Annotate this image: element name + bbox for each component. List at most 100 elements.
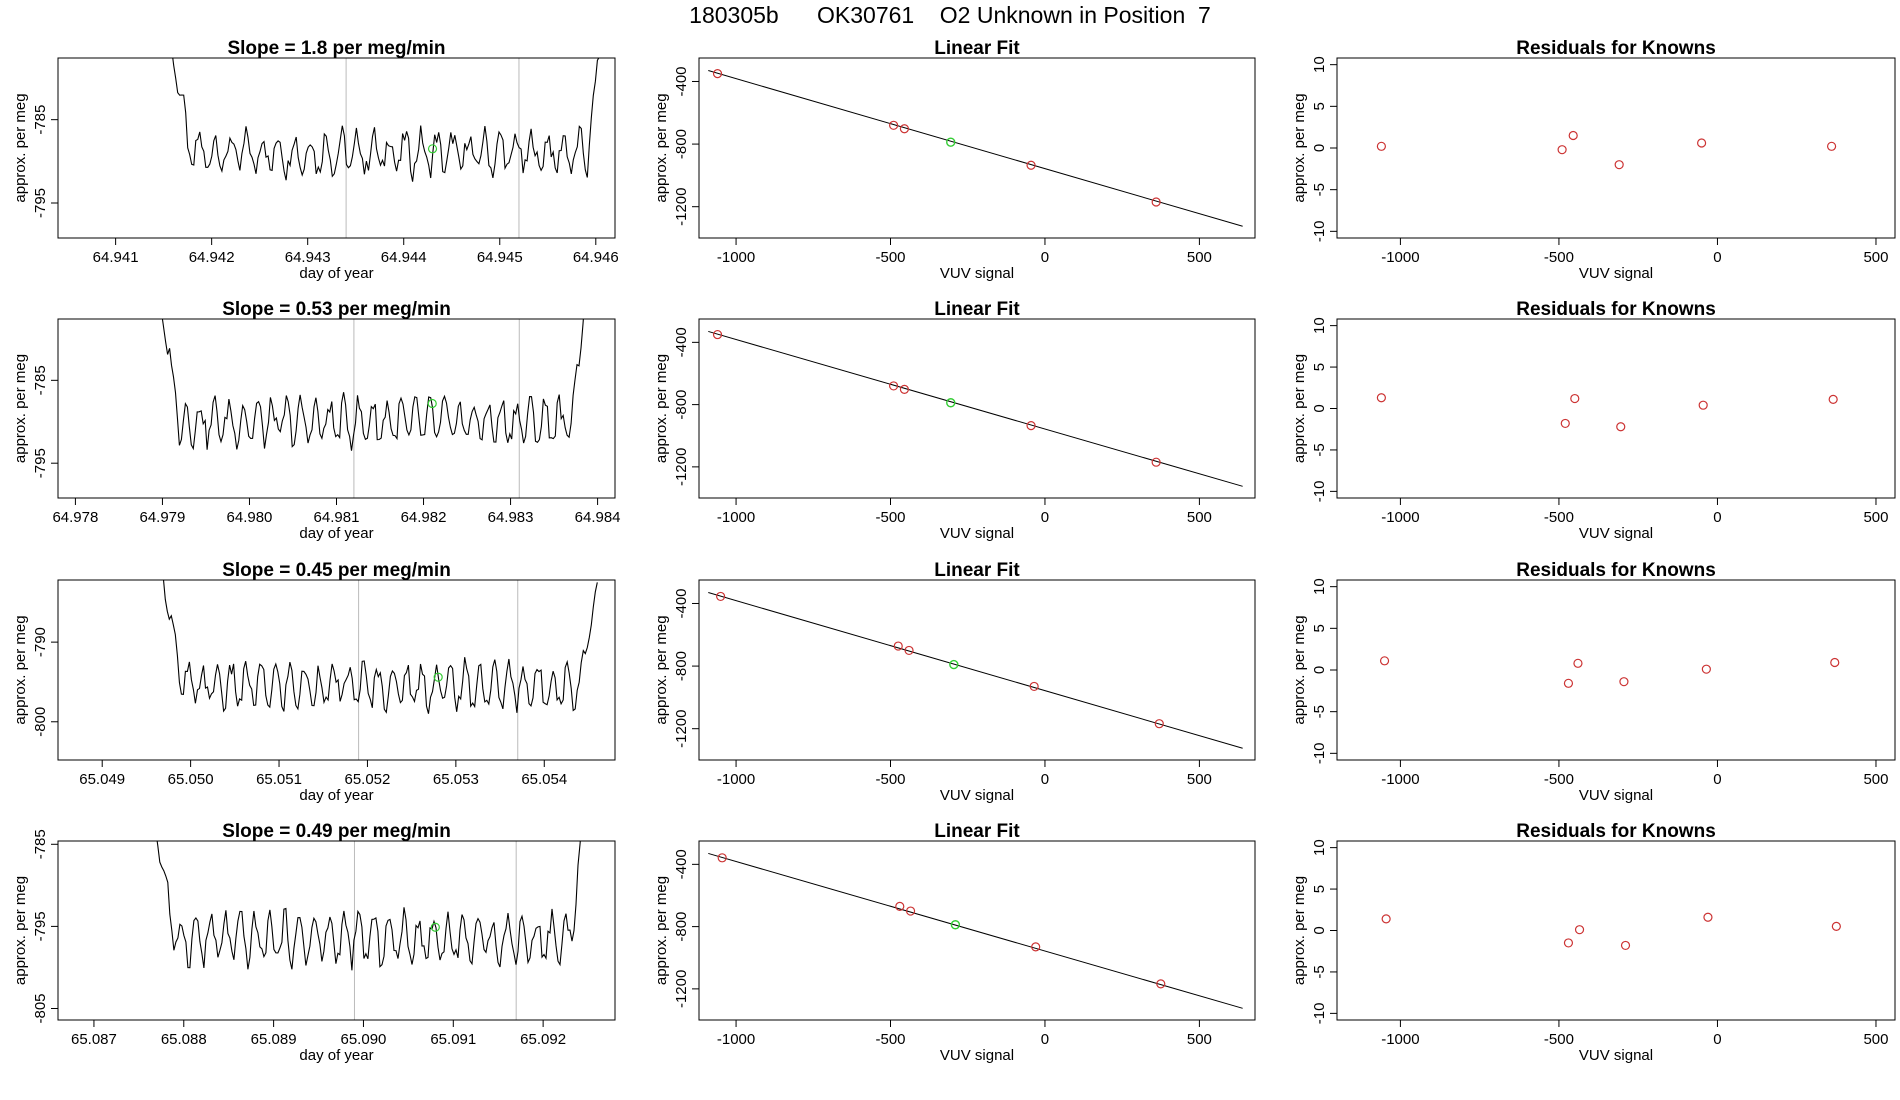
x-tick-label: -1000 [717, 509, 755, 526]
x-tick-label: 65.053 [433, 771, 479, 788]
x-tick-label: 64.945 [477, 249, 523, 266]
x-tick-label: 500 [1863, 249, 1888, 266]
x-axis: 65.087 65.088 65.089 65.090 65.091 65.092 [71, 1019, 566, 1048]
plot-area [162, 580, 598, 714]
residual-point [1557, 145, 1567, 155]
unknown-point [950, 920, 961, 930]
residual-point [1620, 940, 1631, 951]
y-tick-label: -785 [32, 105, 49, 135]
known-point [1151, 197, 1161, 207]
plot-area [172, 58, 600, 182]
signal-trace [162, 580, 598, 714]
x-tick-label: 65.054 [521, 771, 567, 788]
y-tick-label: -400 [673, 588, 690, 618]
x-tick-label: 64.981 [314, 509, 360, 526]
x-tick-label: 64.944 [381, 249, 427, 266]
plot-frame [1336, 579, 1896, 761]
y-axis: -785 -795 [32, 365, 58, 478]
x-tick-label: -500 [1544, 1031, 1574, 1048]
panel-title: Linear Fit [934, 299, 1020, 320]
y-tick-label: -1200 [673, 970, 690, 1008]
residual-point [1563, 678, 1574, 688]
residual-point [1381, 914, 1391, 924]
y-tick-label: -785 [32, 829, 49, 859]
x-tick-label: 500 [1187, 509, 1212, 526]
y-tick-label: -800 [673, 390, 690, 420]
residual-point [1828, 394, 1838, 404]
x-tick-label: -500 [875, 249, 905, 266]
y-tick-label: 0 [1311, 144, 1328, 152]
x-tick-label: 65.092 [520, 1031, 566, 1048]
signal-trace [156, 841, 581, 971]
y-tick-label: -790 [32, 627, 49, 657]
x-tick-label: 64.942 [189, 249, 235, 266]
panel-title: Linear Fit [934, 560, 1020, 581]
y-tick-label: -400 [673, 849, 690, 879]
residual-point [1570, 393, 1580, 404]
x-tick-label: 500 [1187, 1031, 1212, 1048]
fit-line [708, 852, 1243, 1009]
plot-frame [57, 579, 616, 761]
y-tick-label: -800 [673, 651, 690, 681]
x-tick-label: -1000 [1381, 509, 1419, 526]
linear-fit-panel-2: Linear Fit -1000 -500 0 500 VUV signal -400 -80… [653, 299, 1256, 542]
panel-title: Residuals for Knowns [1516, 38, 1716, 59]
residual-point [1701, 664, 1711, 674]
residual-point [1614, 160, 1624, 170]
x-axis-label: VUV signal [940, 265, 1014, 282]
panel-title: Slope = 0.49 per meg/min [222, 821, 451, 842]
x-axis-label: VUV signal [1579, 1047, 1653, 1064]
x-axis-label: VUV signal [940, 787, 1014, 804]
x-tick-label: 0 [1713, 249, 1721, 266]
panel-title: Linear Fit [934, 38, 1020, 59]
x-tick-label: -1000 [717, 249, 755, 266]
fit-line [708, 330, 1243, 487]
unknown-point [427, 144, 438, 154]
x-axis-label: VUV signal [1579, 265, 1653, 282]
residuals-panel-4: Residuals for Knowns -1000 -500 0 500 VUV sig… [1291, 821, 1896, 1064]
known-point [1031, 942, 1041, 952]
known-point [1026, 160, 1036, 170]
y-axis: -400 -800 -1200 [673, 66, 699, 226]
residual-point [1703, 912, 1713, 922]
residual-point [1376, 393, 1386, 403]
y-tick-label: 10 [1311, 317, 1328, 334]
x-tick-label: 65.087 [71, 1031, 117, 1048]
x-axis: -1000 -500 0 500 [1381, 1019, 1888, 1048]
y-tick-label: -10 [1311, 742, 1328, 764]
x-axis: -1000 -500 0 500 [717, 759, 1212, 788]
x-tick-label: -500 [1544, 771, 1574, 788]
x-axis-label: VUV signal [940, 1047, 1014, 1064]
y-tick-label: -800 [673, 129, 690, 159]
x-tick-label: 0 [1041, 249, 1049, 266]
panel-title: Residuals for Knowns [1516, 299, 1716, 320]
residual-point [1830, 657, 1840, 668]
y-tick-label: -1200 [673, 448, 690, 486]
plot-area [161, 319, 584, 451]
y-tick-label: 10 [1311, 578, 1328, 595]
y-axis-label: approx. per meg [12, 354, 29, 463]
residual-point [1698, 400, 1708, 410]
linear-fit-panel-4: Linear Fit -1000 -500 0 500 VUV signal -400 -80… [653, 821, 1256, 1064]
known-point [895, 901, 905, 911]
y-tick-label: -795 [32, 448, 49, 478]
residuals-panel-1: Residuals for Knowns -1000 -500 0 500 VUV sig… [1291, 38, 1896, 282]
y-tick-label: -5 [1311, 183, 1328, 196]
x-tick-label: -500 [1544, 509, 1574, 526]
known-point [899, 384, 910, 394]
y-axis: 10 5 0 -5 -10 [1311, 839, 1337, 1024]
x-tick-label: -500 [875, 1031, 905, 1048]
x-tick-label: 0 [1713, 509, 1721, 526]
fit-line [708, 70, 1243, 227]
residual-point [1573, 658, 1583, 668]
x-tick-label: 65.049 [79, 771, 125, 788]
x-tick-label: -1000 [717, 1031, 755, 1048]
y-tick-label: 5 [1311, 624, 1328, 632]
plot-frame [1336, 57, 1896, 239]
y-axis-label: approx. per meg [1291, 354, 1308, 463]
fit-line [708, 592, 1243, 749]
y-axis: -400 -800 -1200 [673, 849, 699, 1008]
plot-area [156, 841, 581, 971]
